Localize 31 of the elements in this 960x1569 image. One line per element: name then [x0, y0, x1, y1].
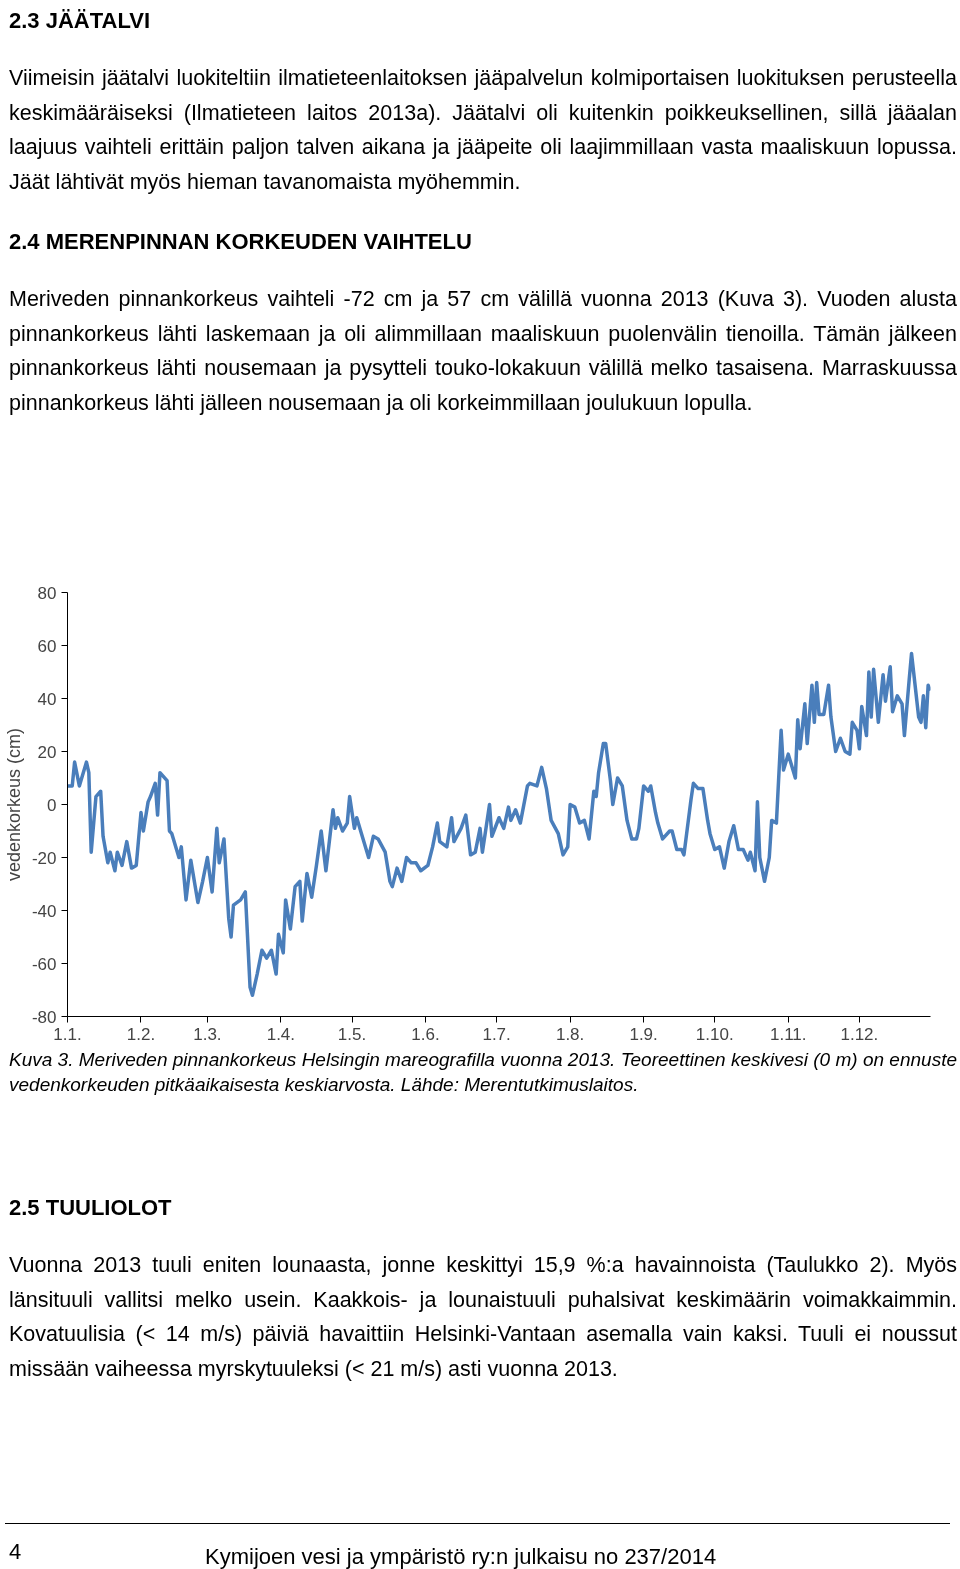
- text: Vuonna 2013 tuuli eniten lounaasta, jonne keskittyi 15,9 %:a havainnoista (Taulukko 2). Myös länsituuli vallitsi melko usein. Kaakkois- ja lounaistuuli puhalsivat keskimäärin voimakkaimmin. Kovatuulisia (< 14 m/s) päiviä havaittiin Helsinki-Vantaan asemalla vain kaksi. Tuuli ei noussut missään vaiheessa myrskytuuleksi (< 21 m/s) asti vuonna 2013.: [9, 1252, 957, 1383]
- text: Kymijoen vesi ja ympäristö ry:n julkaisu no 237/2014: [205, 1543, 717, 1569]
- text: 2.4 MERENPINNAN KORKEUDEN VAIHTELU: [9, 228, 472, 256]
- y-tick-label: 40: [37, 689, 57, 709]
- y-tick-label: 0: [47, 795, 57, 815]
- x-tick-label: 1.8.: [555, 1024, 585, 1044]
- x-tick-label: 1.7.: [482, 1024, 511, 1044]
- x-tick-label: 1.10.: [695, 1024, 734, 1044]
- text: Kuva 3. Meriveden pinnankorkeus Helsingin mareografilla vuonna 2013. Teoreettinen keskivesi (0 m) on ennuste vedenkorkeuden pitkäaikaisesta keskiarvosta. Lähde: Merentutkimuslaitos.: [9, 1048, 957, 1097]
- y-tick-label: -80: [31, 1007, 57, 1027]
- x-tick-label: 1.4.: [266, 1024, 296, 1044]
- text: 2.5 TUULIOLOT: [9, 1194, 172, 1222]
- x-tick-label: 1.11.: [769, 1024, 807, 1044]
- x-tick-label: 1.5.: [337, 1024, 367, 1044]
- x-tick-label: 1.1.: [53, 1024, 82, 1044]
- y-tick-label: -40: [31, 901, 57, 921]
- x-tick-label: 1.2.: [126, 1024, 156, 1044]
- x-tick-label: 1.3.: [193, 1024, 222, 1044]
- x-tick-label: 1.12.: [840, 1024, 879, 1044]
- y-tick-label: -20: [31, 848, 57, 868]
- y-tick-label: 60: [37, 636, 57, 656]
- x-tick-label: 1.6.: [411, 1024, 440, 1044]
- y-tick-label: -60: [31, 954, 57, 974]
- y-tick-label: 80: [37, 583, 57, 603]
- text: 4: [9, 1538, 22, 1566]
- y-axis-title: vedenkorkeus (cm): [3, 727, 24, 882]
- y-tick-label: 20: [37, 742, 57, 762]
- text: Viimeisin jäätalvi luokiteltiin ilmatieteenlaitoksen jääpalvelun kolmiportaisen luokituksen perusteella keskimääräiseksi (Ilmatieteen laitos 2013a). Jäätalvi oli kuitenkin poikkeuksellinen, sillä jääalan laajuus vaihteli erittäin paljon talven aikana ja jääpeite oli laajimmillaan vasta maaliskuun lopussa. Jäät lähtivät myös hieman tavanomaista myöhemmin.: [9, 65, 957, 196]
- text: Meriveden pinnankorkeus vaihteli -72 cm ja 57 cm välillä vuonna 2013 (Kuva 3). Vuoden alusta pinnankorkeus lähti laskemaan ja oli alimmillaan maaliskuun puolenvälin tienoilla. Tämän jälkeen pinnankorkeus lähti nousemaan ja pysytteli touko-lokakuun välillä melko tasaisena. Marraskuussa pinnankorkeus lähti jälleen nousemaan ja oli korkeimmillaan joulukuun lopulla.: [9, 286, 957, 417]
- x-tick-label: 1.9.: [629, 1024, 658, 1044]
- text: 2.3 JÄÄTALVI: [9, 7, 150, 35]
